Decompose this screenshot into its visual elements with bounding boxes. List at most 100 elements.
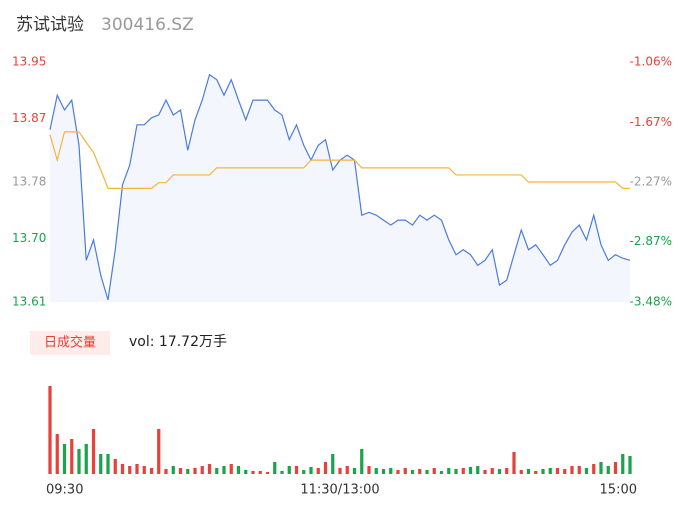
volume-bar (418, 469, 422, 474)
volume-bar (62, 444, 67, 474)
volume-bar (526, 469, 531, 474)
volume-bar (302, 470, 306, 474)
volume-bar (120, 464, 125, 474)
volume-bar (403, 468, 407, 474)
volume-bar (563, 469, 567, 474)
volume-bar (497, 469, 502, 474)
volume-bar (447, 468, 451, 474)
volume-bar (352, 468, 357, 474)
volume-bar (389, 468, 393, 474)
y-tick-label: 13.78 (12, 175, 46, 189)
volume-bar (374, 468, 378, 474)
volume-bar (193, 468, 197, 474)
volume-bar (48, 386, 52, 474)
y-tick-label: 13.70 (12, 231, 46, 245)
volume-bar (106, 454, 110, 474)
y-tick-label: 13.87 (12, 111, 46, 125)
volume-bar (584, 468, 589, 474)
volume-bar (331, 454, 335, 474)
volume-bar (345, 466, 349, 474)
stock-code: 300416.SZ (101, 15, 194, 35)
volume-bar (548, 468, 552, 474)
volume-label: vol: 17.72万手 (129, 334, 227, 350)
volume-bar (613, 462, 618, 474)
volume-bar (128, 466, 132, 474)
volume-bar (55, 434, 59, 474)
volume-bar (628, 456, 632, 474)
volume-bar (621, 454, 625, 474)
y-tick-label: 13.61 (12, 295, 46, 309)
y2-tick-label: -2.87% (630, 234, 672, 248)
volume-bar (265, 472, 270, 474)
volume-bar (294, 466, 299, 474)
volume-bar (222, 466, 226, 474)
volume-bar (432, 468, 436, 474)
volume-bar (316, 468, 320, 474)
volume-bar (215, 468, 219, 474)
volume-bar (113, 459, 117, 474)
volume-bar (555, 468, 560, 474)
volume-bar (186, 469, 190, 474)
volume-bar (178, 468, 183, 474)
volume-bar (592, 464, 596, 474)
volume-bar (200, 466, 204, 474)
volume-bar (425, 470, 429, 474)
y2-tick-label: -1.67% (630, 115, 672, 129)
volume-bar (396, 470, 400, 474)
y2-tick-label: -2.27% (630, 175, 672, 189)
volume-bar (157, 429, 161, 474)
y2-tick-label: -3.48% (630, 295, 672, 309)
y-tick-label: 13.95 (12, 55, 46, 69)
volume-bar (91, 429, 96, 474)
volume-bar (606, 466, 610, 474)
volume-bar (142, 466, 146, 474)
volume-bar (309, 467, 313, 474)
volume-bar (360, 449, 364, 474)
volume-bar (454, 469, 458, 474)
volume-tab[interactable]: 日成交量 (44, 335, 96, 351)
volume-bar (490, 468, 494, 474)
volume-bar (171, 466, 175, 474)
volume-bar (280, 471, 284, 474)
volume-bar (236, 466, 241, 474)
volume-bar (381, 469, 386, 474)
volume-bar (599, 462, 603, 474)
volume-bar (541, 469, 545, 474)
volume-bar (577, 466, 581, 474)
x-tick-label: 11:30/13:00 (300, 483, 379, 498)
volume-tab-bg (30, 331, 110, 355)
volume-bar (70, 439, 74, 474)
price-area (50, 74, 630, 303)
volume-bar (323, 462, 328, 474)
volume-bar (77, 449, 81, 474)
volume-bar (258, 471, 262, 474)
volume-bar (287, 466, 291, 474)
volume-bar (273, 462, 277, 474)
volume-bar (367, 466, 371, 474)
volume-bar (338, 468, 342, 474)
volume-bar (410, 470, 415, 474)
volume-bar (439, 471, 444, 474)
volume-bar (84, 444, 88, 474)
volume-bar (207, 464, 212, 474)
average-line (49, 131, 630, 189)
volume-bar (135, 464, 139, 474)
stock-name: 苏试试验 (16, 15, 84, 35)
volume-bar (468, 467, 473, 474)
volume-bar (519, 470, 523, 474)
volume-bar (461, 468, 465, 474)
x-tick-label: 09:30 (46, 483, 83, 498)
volume-bar (505, 468, 509, 474)
volume-bar (476, 466, 480, 474)
volume-bar (483, 470, 487, 474)
volume-bar (251, 471, 255, 474)
volume-bar (244, 470, 248, 474)
volume-bar (99, 454, 103, 474)
volume-bar (164, 469, 168, 474)
volume-bar (512, 452, 516, 474)
x-tick-label: 15:00 (600, 483, 637, 498)
volume-bar (149, 468, 154, 474)
volume-bar (534, 471, 538, 474)
volume-bar (229, 464, 233, 474)
